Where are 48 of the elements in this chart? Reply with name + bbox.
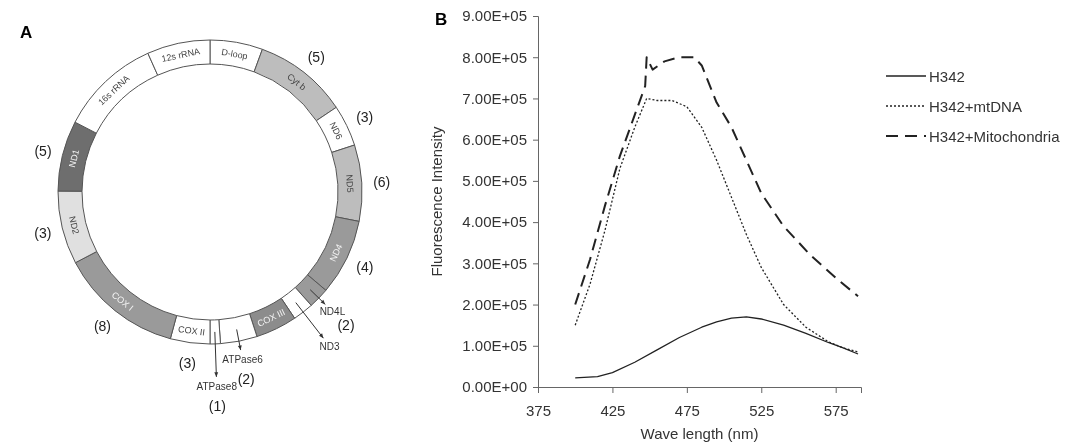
y-tick-label: 8.00E+05 — [462, 48, 527, 66]
x-tick-label: 425 — [600, 401, 626, 419]
x-tick-label: 525 — [749, 401, 775, 419]
x-tick-label: 375 — [525, 401, 552, 419]
text: (3) — [356, 108, 374, 125]
text: (5) — [34, 142, 52, 159]
x-axis-title: Wave length (nm) — [640, 425, 759, 442]
legend-label: H342+mtDNA — [929, 97, 1022, 115]
slice-label: ND1 — [67, 148, 82, 169]
y-tick-label: 0.00E+00 — [462, 378, 527, 396]
y-tick-label: 9.00E+05 — [462, 7, 527, 25]
text: (3) — [34, 224, 52, 241]
slice-label: 12s rRNA — [160, 46, 201, 65]
slice-label: ND5 — [344, 174, 356, 193]
y-tick-label: 7.00E+05 — [462, 89, 527, 107]
y-tick-label: 2.00E+05 — [462, 295, 527, 313]
slice-label: Cyt b — [285, 71, 308, 93]
chart-title: B — [435, 10, 448, 29]
slice-label: ND2 — [66, 215, 81, 236]
slice-label: ND3 — [319, 340, 340, 352]
text: (1) — [208, 397, 226, 414]
text: (5) — [307, 48, 325, 65]
x-tick-label: 475 — [674, 401, 700, 419]
text: (4) — [356, 258, 374, 275]
slice-label: ND4 — [327, 242, 345, 264]
slice-label: ND4L — [319, 305, 346, 317]
slice-label: COX III — [255, 306, 287, 329]
text: (6) — [373, 173, 391, 190]
slice-label: ATPase8 — [196, 381, 238, 393]
text: (2) — [337, 316, 355, 333]
y-tick-label: 6.00E+05 — [462, 130, 527, 148]
slice-label: ATPase6 — [222, 354, 264, 366]
y-tick-label: 1.00E+05 — [462, 337, 527, 355]
text: (8) — [93, 318, 112, 335]
y-tick-label: 5.00E+05 — [462, 172, 527, 190]
x-tick-label: 575 — [823, 401, 849, 419]
chart-title: A — [20, 23, 33, 42]
slice-label: D-loop — [220, 46, 249, 62]
text: (2) — [237, 370, 255, 387]
y-axis-title: Fluorescence Intensity — [428, 125, 445, 277]
text: (3) — [178, 354, 196, 371]
slice-label: COX II — [177, 324, 206, 338]
line-series — [574, 56, 860, 306]
y-tick-label: 4.00E+05 — [462, 213, 527, 231]
legend-label: H342+Mitochondria — [929, 127, 1061, 145]
legend-label: H342 — [929, 67, 965, 85]
y-tick-label: 3.00E+05 — [462, 254, 527, 272]
slice-label: ND6 — [327, 120, 345, 142]
